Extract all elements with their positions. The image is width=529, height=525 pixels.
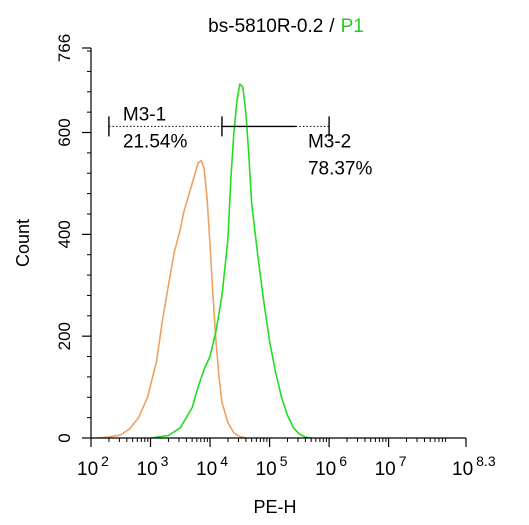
y-tick-label: 200 (55, 322, 74, 350)
x-tick-exponent: 7 (399, 453, 407, 469)
gate-percent-m3-2: 78.37% (308, 158, 373, 179)
chart-title-sample: bs-5810R-0.2 (208, 16, 323, 37)
x-tick-base: 10 (77, 459, 98, 480)
gate-percent-m3-1: 21.54% (123, 131, 188, 152)
gate-markers: M3-1 21.54% M3-2 78.37% (108, 104, 373, 179)
plot-area (96, 83, 312, 439)
x-tick-base: 10 (137, 459, 158, 480)
x-tick-base: 10 (315, 459, 336, 480)
x-tick-label: 10 3 (137, 453, 169, 480)
y-tick-label: 0 (55, 433, 74, 442)
x-tick-base: 10 (452, 459, 473, 480)
x-tick-label: 10 8.3 (452, 453, 496, 480)
histogram-series-2 (150, 83, 312, 439)
x-tick-exponent: 2 (101, 453, 109, 469)
x-tick-base: 10 (196, 459, 217, 480)
chart-title-gate: P1 (341, 16, 364, 37)
x-tick-label: 10 4 (196, 453, 228, 480)
y-tick-label: 766 (55, 34, 74, 62)
gate-name-m3-2: M3-2 (308, 131, 351, 152)
y-axis-label: Count (13, 219, 33, 267)
x-tick-label: 10 7 (375, 453, 407, 480)
y-tick-label: 400 (55, 220, 74, 248)
y-tick-label: 600 (55, 118, 74, 146)
x-tick-exponent: 8.3 (476, 453, 496, 469)
chart-title: bs-5810R-0.2 / P1 (208, 16, 364, 37)
x-tick-exponent: 5 (280, 453, 288, 469)
chart-title-separator: / (329, 16, 335, 37)
x-tick-label: 10 2 (77, 453, 109, 480)
gate-name-m3-1: M3-1 (123, 104, 166, 125)
x-axis-label: PE-H (253, 497, 296, 517)
x-tick-label: 10 5 (256, 453, 288, 480)
histogram-series-1 (96, 159, 246, 439)
x-tick-exponent: 6 (339, 453, 347, 469)
x-tick-exponent: 3 (161, 453, 169, 469)
x-tick-exponent: 4 (220, 453, 228, 469)
x-tick-label: 10 6 (315, 453, 347, 480)
x-tick-base: 10 (256, 459, 277, 480)
x-tick-base: 10 (375, 459, 396, 480)
